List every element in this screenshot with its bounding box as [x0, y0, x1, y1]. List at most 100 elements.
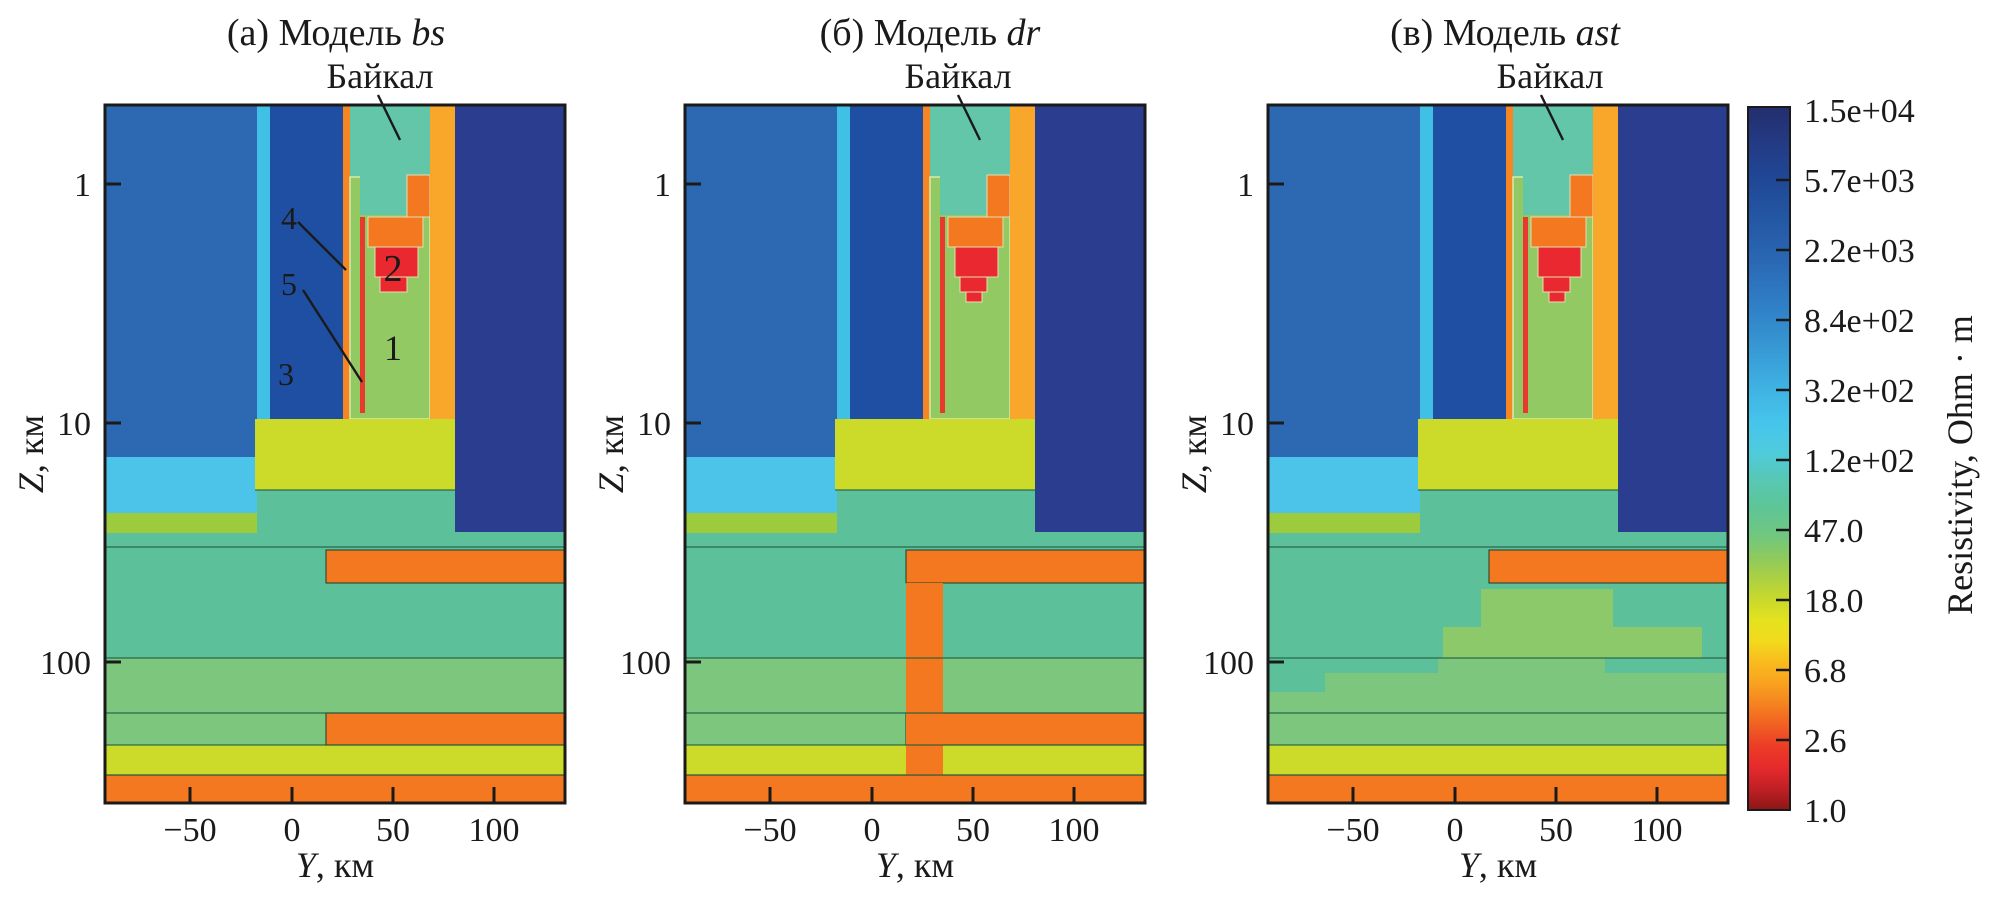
column-cyan-stripe: [837, 105, 850, 419]
layer-left-yellowgreen: [685, 513, 837, 533]
dike-red-line: [940, 217, 945, 413]
column-cyan-stripe: [1420, 105, 1433, 419]
blob-red-tier: [965, 291, 983, 303]
annotation-callout-line: [376, 94, 402, 141]
panel-b-z-axis-title: Z, км: [591, 415, 631, 493]
colorbar-tick-label: 18.0: [1804, 583, 1864, 620]
colorbar-tick-label: 1.2e+02: [1804, 443, 1915, 480]
layer-left-cyan: [105, 457, 257, 513]
column-inner-crust: [270, 105, 343, 419]
baikal-notch-a: [360, 105, 407, 215]
baikal-notch-b: [407, 105, 430, 175]
layer-green-1: [105, 658, 565, 713]
panel-a-title: (а) Модель bs: [227, 12, 445, 54]
flank-teal-right: [1605, 658, 1728, 673]
column-fault-west: [923, 105, 930, 419]
column-fault-east: [1593, 105, 1618, 419]
panel-a-plot-border: [103, 103, 567, 805]
baikal-notch-b: [987, 105, 1010, 175]
z-tick-label: 10: [57, 406, 91, 443]
column-fault-east: [1010, 105, 1035, 419]
zone-number-label: 2: [384, 248, 403, 290]
zone-number-label: 3: [278, 356, 294, 392]
panel-b-x-axis-title: Y, км: [876, 845, 954, 885]
column-left-crust: [1268, 105, 1420, 457]
asthenosphere-dome-step-2: [1443, 627, 1702, 658]
colorbar: 1.5e+04 5.7e+03 2.2e+03 8.4e+02 3.2e+02 1.2e+…: [1747, 93, 1980, 830]
x-tick-label: −50: [743, 812, 796, 849]
column-left-crust: [685, 105, 837, 457]
conduit-orange: [906, 583, 943, 775]
panel-v-baikal-label: Байкал: [1496, 56, 1603, 96]
colorbar-tick-label: 3.2e+02: [1804, 373, 1915, 410]
layer-orange-bottom: [684, 774, 1146, 804]
column-east-craton: [455, 105, 565, 532]
column-fault-east: [430, 105, 455, 419]
column-fault-west: [343, 105, 350, 419]
z-tick-label: 10: [637, 406, 671, 443]
panel-v-x-axis-title: Y, км: [1459, 845, 1537, 885]
annotation-callout-line: [956, 94, 982, 141]
colorbar-tick-label: 5.7e+03: [1804, 163, 1915, 200]
block-yellowgreen-mid: [835, 419, 1035, 490]
x-tick-label: 50: [1539, 812, 1573, 849]
blob-orange-main: [1530, 216, 1587, 248]
layer-left-cyan: [1268, 457, 1420, 513]
flank-teal-far-left: [1268, 658, 1325, 692]
layer-left-yellowgreen: [105, 513, 257, 533]
column-left-crust: [105, 105, 257, 457]
z-tick-label: 100: [1203, 645, 1254, 682]
panel-b-baikal-label: Байкал: [904, 56, 1011, 96]
zone-number-label: 5: [281, 266, 297, 302]
z-tick-label: 1: [1237, 167, 1254, 204]
dike-red-line: [360, 217, 365, 413]
baikal-notch-b: [1570, 105, 1593, 175]
layer-yellowgreen-deep: [105, 745, 565, 775]
annotation-callout-line: [297, 221, 347, 271]
panel-a-z-axis-title: Z, км: [11, 415, 51, 493]
colorbar-tick-label: 2.2e+03: [1804, 233, 1915, 270]
blob-red-step: [379, 276, 408, 293]
blob-red-step: [1542, 276, 1571, 293]
x-tick-label: 0: [864, 812, 881, 849]
band-orange-upper: [1488, 549, 1729, 584]
panel-v-z-axis-title: Z, км: [1174, 415, 1214, 493]
x-tick-label: 100: [469, 812, 520, 849]
z-tick-label: 100: [620, 645, 671, 682]
z-tick-label: 10: [1220, 406, 1254, 443]
blob-orange-main: [947, 216, 1004, 248]
colorbar-gradient-bar: [1747, 106, 1791, 811]
panel-a-x-axis-title: Y, км: [296, 845, 374, 885]
x-tick-label: 0: [1447, 812, 1464, 849]
blob-orange-main: [367, 216, 424, 248]
band-orange-lower: [325, 712, 566, 746]
panel-b-axes: −50 0 50 100 1 10 100: [620, 167, 1100, 849]
colorbar-tick-label: 47.0: [1804, 513, 1864, 550]
panel-a-baikal-label: Байкал: [326, 56, 433, 96]
panel-v-model-regions: [1267, 94, 1729, 804]
blob-orange-upper: [986, 174, 1011, 218]
layer-left-yellowgreen: [1268, 513, 1420, 533]
colorbar-tick-label: 1.5e+04: [1804, 93, 1915, 130]
panel-v-plot-border: [1266, 103, 1730, 805]
z-tick-label: 1: [654, 167, 671, 204]
colorbar-tick-label: 2.6: [1804, 723, 1847, 760]
blob-red-step: [959, 276, 988, 293]
x-tick-label: −50: [1326, 812, 1379, 849]
layer-yellowgreen-deep: [1268, 745, 1728, 775]
layer-left-cyan: [685, 457, 837, 513]
band-orange-upper: [325, 549, 566, 584]
column-inner-crust: [850, 105, 923, 419]
panel-b-plot-border: [683, 103, 1147, 805]
colorbar-ticks: 1.5e+04 5.7e+03 2.2e+03 8.4e+02 3.2e+02 1.2e+…: [1776, 93, 1915, 830]
column-cyan-stripe: [257, 105, 270, 419]
panel-v: −50 0 50 100 1 10 100 (в) Модель ast Байкал Y,…: [1174, 12, 1730, 885]
block-yellowgreen-mid: [1418, 419, 1618, 490]
panel-v-axes: −50 0 50 100 1 10 100: [1203, 167, 1683, 849]
block-yellowgreen-mid: [255, 419, 455, 490]
annotation-callout-line: [301, 289, 364, 383]
panel-a-model-regions: 4 5 3 2 1: [104, 94, 566, 804]
colorbar-tick-label: 1.0: [1804, 793, 1847, 830]
